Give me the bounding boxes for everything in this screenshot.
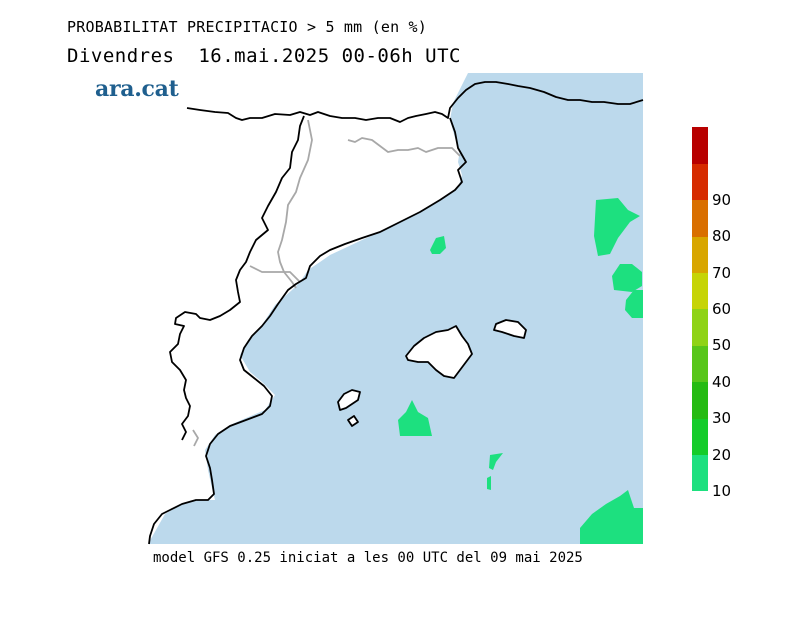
colorbar-segment xyxy=(692,272,708,310)
colorbar xyxy=(692,127,708,492)
colorbar-tick-label: 30 xyxy=(712,409,732,428)
precip-patch-se xyxy=(580,490,643,544)
colorbar-tick-label: 20 xyxy=(712,445,732,464)
precip-patch-ne xyxy=(594,198,640,256)
colorbar-tick-label: 50 xyxy=(712,336,732,355)
precip-patch-south2 xyxy=(487,476,491,490)
island-menorca xyxy=(493,319,527,339)
colorbar-tick-label: 80 xyxy=(712,227,732,246)
colorbar-tick-label: 90 xyxy=(712,190,732,209)
colorbar-segment xyxy=(692,381,708,419)
colorbar-segment xyxy=(692,236,708,274)
colorbar-tick-label: 10 xyxy=(712,482,732,500)
colorbar-tick-label: 60 xyxy=(712,300,732,318)
balearic-islands xyxy=(337,319,527,427)
island-formentera xyxy=(347,415,359,427)
map-subtitle: Divendres 16.mai.2025 00-06h UTC xyxy=(67,45,461,67)
precipitation-areas xyxy=(398,198,643,544)
colorbar-segment xyxy=(692,163,708,201)
regional-borders xyxy=(192,119,461,447)
precip-patch-south xyxy=(489,453,503,470)
precip-patch-e2 xyxy=(625,290,643,318)
precip-patch-ibiza xyxy=(398,400,432,436)
colorbar-segment xyxy=(692,418,708,456)
colorbar-segment xyxy=(692,127,708,164)
precip-patch-e1 xyxy=(612,264,642,292)
island-ibiza xyxy=(337,389,361,411)
colorbar-segment xyxy=(692,345,708,383)
colorbar-segment xyxy=(692,454,708,492)
map-title: PROBABILITAT PRECIPITACIO > 5 mm (en %) xyxy=(67,18,427,36)
island-mallorca xyxy=(405,325,473,379)
colorbar-segment xyxy=(692,309,708,346)
colorbar-tick-label: 70 xyxy=(712,263,732,282)
model-info-footer: model GFS 0.25 iniciat a les 00 UTC del … xyxy=(153,550,583,566)
colorbar-segment xyxy=(692,199,708,237)
colorbar-tick-label: 40 xyxy=(712,372,732,391)
coastline xyxy=(148,81,644,545)
sea-area xyxy=(148,73,643,544)
precip-patch-center xyxy=(430,236,446,254)
ara-cat-logo[interactable]: ara.cat xyxy=(95,76,179,102)
